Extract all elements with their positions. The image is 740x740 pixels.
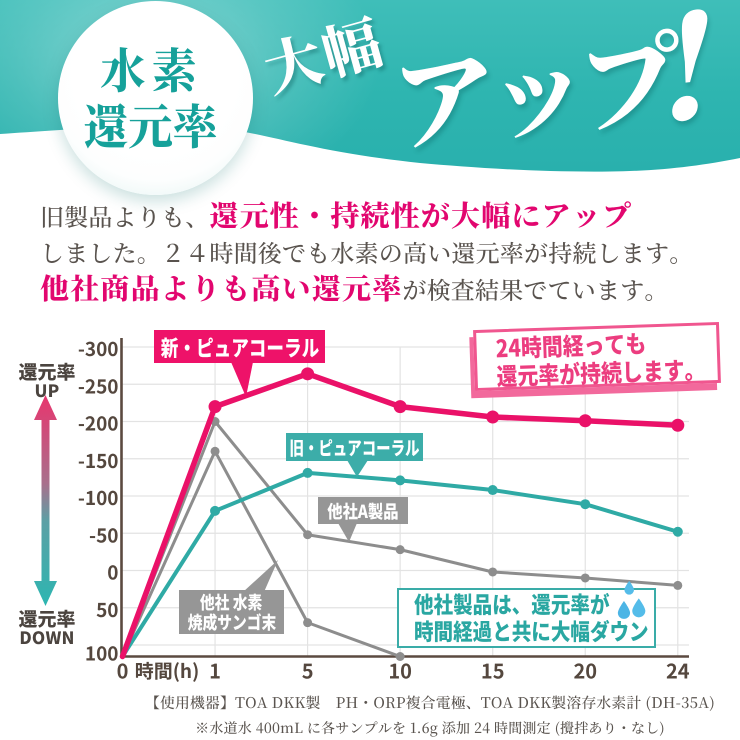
- series-label-coral-line2: 焼成サンゴ末: [187, 609, 276, 635]
- y-axis-up-label: 還元率 UP: [8, 362, 86, 400]
- svg-text:20: 20: [573, 656, 597, 685]
- y-axis-down-label: 還元率 DOWN: [8, 609, 86, 647]
- water-drop-right: [632, 598, 646, 618]
- svg-text:-200: -200: [78, 410, 119, 437]
- callout-persistence-box: 24時間経っても 還元率が持続します。: [473, 321, 721, 392]
- badge-text-line1: 水素: [100, 33, 203, 102]
- note-competitor-box: 他社製品は、還元率が 時間経過と共に大幅ダウン: [397, 588, 656, 648]
- svg-text:-100: -100: [78, 484, 119, 511]
- series-label-new-text: 新・ピュアコーラル: [160, 330, 319, 363]
- callout-line2-row: 還元率が持続します。: [495, 349, 718, 392]
- note-line2-row: 時間経過と共に大幅ダウン: [414, 617, 654, 644]
- series-label-company-a: 他社A製品: [318, 497, 408, 524]
- water-drop-left: [617, 600, 631, 619]
- svg-text:-50: -50: [89, 521, 118, 548]
- intro-line3-emphasis: 他社商品よりも高い還元率: [40, 267, 403, 308]
- footer-equipment-note: 【使用機器】TOA DKK製 PH・ORP複合電極、TOA DKK製溶存水素計 …: [145, 692, 715, 713]
- series-label-new-product: 新・ピュアコーラル: [154, 330, 325, 363]
- series-label-old-text: 旧・ピュアコーラル: [289, 433, 420, 461]
- y-axis-down-label-en: DOWN: [19, 624, 75, 649]
- svg-text:-250: -250: [78, 372, 119, 399]
- series-label-coral-line1: 他社 水素: [200, 589, 263, 615]
- svg-text:15: 15: [481, 656, 505, 685]
- series-label-coral-powder: 他社 水素 焼成サンゴ末: [179, 590, 284, 634]
- pointer-company-a: [338, 523, 357, 542]
- header-banner: 水素 還元率 大幅 アップ!: [0, 0, 740, 230]
- svg-text:-150: -150: [78, 447, 119, 474]
- pointer-old: [347, 460, 368, 477]
- svg-text:5: 5: [302, 656, 314, 685]
- svg-text:50: 50: [96, 596, 118, 623]
- callout-line2: 還元率が持続します。: [495, 349, 706, 392]
- series-label-company-a-text: 他社A製品: [327, 497, 399, 524]
- pointer-new: [231, 362, 253, 397]
- hydrogen-reduction-badge: 水素 還元率: [58, 1, 253, 195]
- svg-text:100: 100: [85, 640, 119, 667]
- intro-line1: 旧製品よりも、還元性・持続性が大幅にアップ: [40, 194, 740, 235]
- water-drop-small: [624, 580, 634, 595]
- note-line1: 他社製品は、還元率が: [414, 586, 610, 620]
- intro-line3: 他社商品よりも高い還元率が検査結果でています。: [40, 267, 740, 308]
- svg-text:時間(h): 時間(h): [135, 657, 200, 684]
- intro-line3-normal: が検査結果でています。: [402, 271, 669, 306]
- note-line1-row: 他社製品は、還元率が: [414, 590, 654, 617]
- footer-method-note: ※水道水 400mL に各サンプルを 1.6g 添加 24 時間測定 (攪拌あり…: [195, 718, 665, 738]
- series-label-old-product: 旧・ピュアコーラル: [286, 433, 423, 461]
- intro-paragraph: 旧製品よりも、還元性・持続性が大幅にアップ しました。２４時間後でも水素の高い還…: [40, 194, 740, 308]
- svg-text:10: 10: [388, 656, 412, 685]
- y-axis-up-label-jp: 還元率: [18, 358, 76, 385]
- badge-text-line2: 還元率: [83, 89, 218, 158]
- intro-line2-text: しました。２４時間後でも水素の高い還元率が持続します。: [40, 234, 694, 269]
- y-axis-down-label-jp: 還元率: [18, 605, 76, 632]
- intro-line2: しました。２４時間後でも水素の高い還元率が持続します。: [40, 234, 740, 269]
- updown-gradient-arrow: [34, 395, 57, 606]
- intro-line1-normal: 旧製品よりも、: [40, 198, 210, 233]
- note-line2: 時間経過と共に大幅ダウン: [414, 613, 649, 647]
- footer-notes: 【使用機器】TOA DKK製 PH・ORP複合電極、TOA DKK製溶存水素計 …: [60, 692, 740, 738]
- svg-text:1: 1: [209, 656, 221, 685]
- svg-text:0: 0: [117, 656, 129, 685]
- svg-text:0: 0: [107, 559, 118, 586]
- svg-text:24: 24: [666, 656, 690, 685]
- pointer-coral: [243, 560, 278, 592]
- svg-text:-300: -300: [78, 335, 119, 362]
- y-axis-up-label-en: UP: [34, 377, 60, 402]
- intro-line1-emphasis: 還元性・持続性が大幅にアップ: [209, 194, 633, 235]
- water-drops-icon: [617, 580, 646, 619]
